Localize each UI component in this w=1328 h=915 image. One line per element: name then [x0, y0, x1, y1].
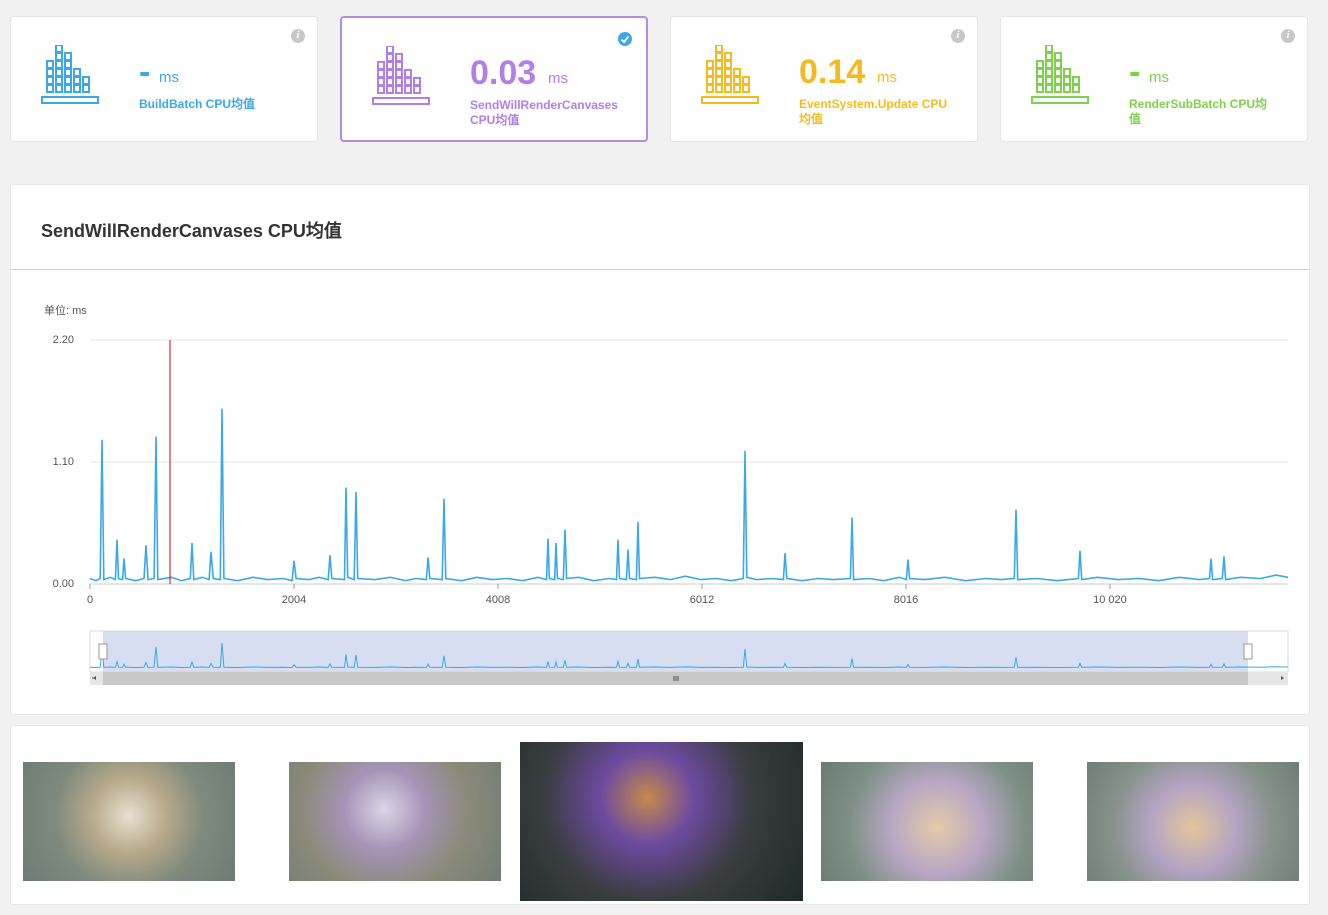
frame-thumbnail[interactable]	[1087, 762, 1299, 881]
icon-cell	[1045, 45, 1053, 53]
bar-icon	[372, 46, 430, 105]
scroll-left-arrow[interactable]	[93, 676, 96, 680]
overview-selection[interactable]	[103, 631, 1248, 672]
x-tick-label: 10 020	[1093, 594, 1127, 606]
info-icon[interactable]: i	[951, 29, 965, 43]
icon-cell	[404, 69, 412, 78]
icon-cell	[64, 52, 72, 61]
icon-cell	[377, 61, 385, 70]
y-axis-unit: 单位: ms	[44, 303, 87, 317]
metric-label: EventSystem.Update CPU均值	[799, 97, 948, 126]
metric-unit: ms	[548, 70, 568, 87]
screenshots-panel	[10, 725, 1310, 905]
icon-cell	[73, 68, 81, 77]
chart: 单位: ms 0.00 1.10 2.20 0 2004 4008 6012 8016 10 0…	[44, 303, 1289, 685]
icon-cell	[1063, 68, 1071, 77]
icon-cell	[395, 53, 403, 62]
x-tick-label: 6012	[690, 594, 714, 606]
info-icon[interactable]: i	[1281, 29, 1295, 43]
icon-cell	[742, 76, 750, 85]
icon-cell	[55, 45, 63, 53]
chart-title: SendWillRenderCanvases CPU均值	[41, 221, 342, 241]
frame-thumbnail[interactable]	[23, 762, 235, 881]
icon-cell	[724, 52, 732, 61]
frame-thumbnail[interactable]	[821, 762, 1033, 881]
metric-unit: ms	[159, 69, 179, 86]
icon-cell	[715, 45, 723, 53]
scroll-right-arrow[interactable]	[1281, 676, 1284, 680]
icon-cell	[1054, 52, 1062, 61]
frame-thumbnail[interactable]	[289, 762, 501, 881]
x-tick-label: 8016	[894, 594, 918, 606]
metric-card[interactable]: 0.14 ms EventSystem.Update CPU均值 i	[670, 16, 978, 142]
metric-value: 0.14	[799, 53, 866, 91]
metric-card[interactable]: 0.03 ms SendWillRenderCanvases CPU均值	[340, 16, 648, 142]
metric-unit: ms	[877, 69, 897, 86]
x-tick-label: 4008	[486, 594, 510, 606]
icon-base	[1031, 96, 1089, 104]
metric-label: BuildBatch CPU均值	[139, 97, 256, 111]
icon-cell	[413, 77, 421, 86]
chart-panel: SendWillRenderCanvases CPU均值	[10, 184, 1310, 715]
selected-check	[618, 32, 632, 46]
bar-icon	[41, 45, 99, 104]
metric-card[interactable]: - ms RenderSubBatch CPU均值 i	[1000, 16, 1308, 142]
bar-icon	[1031, 45, 1089, 104]
metric-unit: ms	[1149, 69, 1169, 86]
icon-cell	[706, 60, 714, 69]
scroll-grip[interactable]	[673, 676, 679, 681]
y-tick-label: 0.00	[53, 578, 74, 590]
icon-cell	[386, 46, 394, 54]
icon-cell	[1072, 76, 1080, 85]
icon-base	[372, 97, 430, 105]
metric-label: SendWillRenderCanvases CPU均值	[470, 98, 618, 127]
x-tick-label: 0	[87, 594, 93, 606]
icon-base	[701, 96, 759, 104]
y-tick-label: 2.20	[53, 334, 74, 346]
metric-label: RenderSubBatch CPU均值	[1129, 97, 1268, 126]
info-icon[interactable]: i	[291, 29, 305, 43]
data-line	[89, 408, 1289, 582]
metric-value: -	[1129, 53, 1141, 91]
x-tick-label: 2004	[282, 594, 306, 606]
icon-cell	[1036, 60, 1044, 69]
overview-line	[89, 642, 1289, 669]
metric-card[interactable]: - ms BuildBatch CPU均值 i	[10, 16, 318, 142]
metric-value: -	[139, 53, 151, 91]
icon-cell	[733, 68, 741, 77]
icon-cell	[82, 76, 90, 85]
metric-value: 0.03	[470, 54, 537, 92]
bar-icon	[701, 45, 759, 104]
range-handle[interactable]	[1243, 643, 1253, 660]
range-handle[interactable]	[98, 643, 108, 660]
y-tick-label: 1.10	[53, 456, 74, 468]
icon-base	[41, 96, 99, 104]
divider	[11, 269, 1309, 270]
icon-cell	[46, 60, 54, 69]
check-mark	[620, 35, 630, 44]
frame-thumbnail-selected[interactable]	[520, 742, 803, 901]
check-path	[620, 35, 630, 44]
